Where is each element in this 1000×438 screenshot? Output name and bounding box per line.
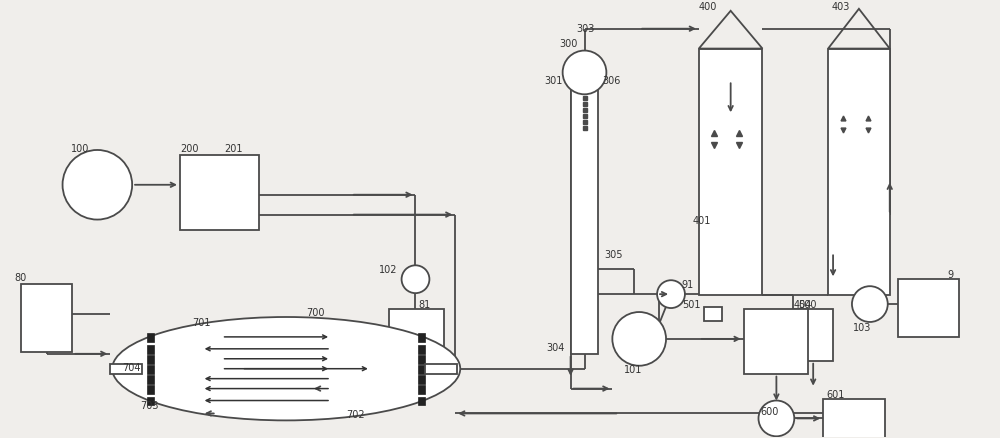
Text: 704: 704 xyxy=(122,362,141,372)
Text: 201: 201 xyxy=(225,144,243,154)
Bar xyxy=(147,365,154,374)
Text: 305: 305 xyxy=(604,250,623,260)
Bar xyxy=(21,285,72,352)
Bar xyxy=(898,279,959,337)
Bar xyxy=(418,397,425,406)
Bar xyxy=(389,309,444,361)
Circle shape xyxy=(612,312,666,366)
Circle shape xyxy=(63,151,132,220)
Text: 600: 600 xyxy=(760,406,779,417)
Bar xyxy=(418,375,425,384)
Text: 601: 601 xyxy=(826,389,844,399)
Bar xyxy=(418,365,425,374)
Text: 81: 81 xyxy=(418,300,431,309)
Text: 702: 702 xyxy=(346,410,365,420)
Circle shape xyxy=(758,401,794,436)
Text: 500: 500 xyxy=(798,300,817,309)
Bar xyxy=(793,309,833,361)
Bar xyxy=(418,345,425,354)
Bar xyxy=(147,345,154,354)
Text: 703: 703 xyxy=(140,401,159,410)
Bar xyxy=(418,385,425,394)
Bar xyxy=(418,333,425,342)
Bar xyxy=(744,309,808,374)
Bar xyxy=(147,397,154,406)
Circle shape xyxy=(563,51,606,95)
Text: 400: 400 xyxy=(699,2,717,12)
Text: 9: 9 xyxy=(947,270,954,279)
Text: 300: 300 xyxy=(560,39,578,49)
Circle shape xyxy=(852,286,888,322)
Text: 301: 301 xyxy=(545,76,563,86)
Text: 501: 501 xyxy=(682,300,700,309)
Text: 401: 401 xyxy=(693,215,711,225)
Text: 80: 80 xyxy=(15,272,27,283)
Bar xyxy=(704,307,722,321)
Bar xyxy=(110,364,142,374)
Text: 103: 103 xyxy=(853,322,871,332)
Text: 404: 404 xyxy=(793,300,812,309)
Bar xyxy=(425,364,457,374)
Text: 403: 403 xyxy=(831,2,849,12)
Bar xyxy=(699,49,762,296)
Text: 304: 304 xyxy=(547,342,565,352)
Text: 303: 303 xyxy=(577,24,595,34)
Bar xyxy=(418,355,425,364)
Bar xyxy=(147,333,154,342)
Text: 101: 101 xyxy=(624,364,643,374)
Text: 100: 100 xyxy=(70,144,89,154)
Text: 200: 200 xyxy=(180,144,198,154)
Bar xyxy=(147,385,154,394)
Bar xyxy=(828,49,890,296)
Ellipse shape xyxy=(112,317,460,420)
Bar xyxy=(180,155,259,230)
Circle shape xyxy=(402,266,429,293)
Text: 91: 91 xyxy=(681,279,693,290)
Bar xyxy=(823,399,885,438)
Text: 102: 102 xyxy=(379,265,397,275)
Text: 701: 701 xyxy=(192,317,210,327)
Text: 700: 700 xyxy=(306,307,325,317)
Bar xyxy=(147,355,154,364)
Circle shape xyxy=(657,281,685,308)
Bar xyxy=(571,86,598,354)
Bar xyxy=(147,375,154,384)
Text: 306: 306 xyxy=(602,76,621,86)
